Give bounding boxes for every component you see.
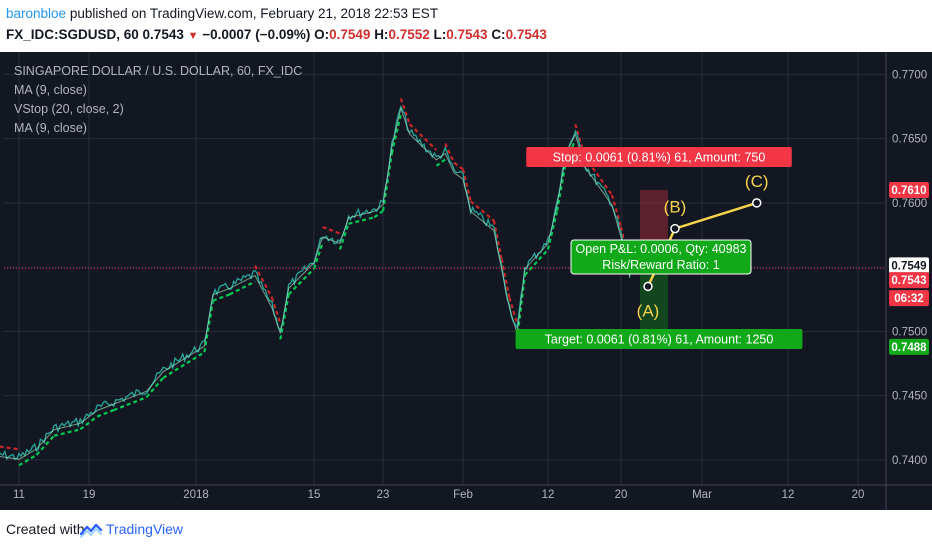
vstop-down-line: [0, 98, 632, 451]
chart-area[interactable]: (A) (B) (C) Stop: 0.0061 (0.81%) 61, Amount…: [0, 52, 932, 510]
target-label: Target: 0.0061 (0.81%) 61, Amount: 1250: [545, 333, 774, 347]
last-price: 0.7543: [142, 27, 184, 42]
down-arrow-icon: ▼: [187, 30, 199, 42]
risk-reward-label: Risk/Reward Ratio: 1: [602, 258, 719, 272]
y-tick-label: 0.7600: [892, 198, 927, 210]
x-tick-label: Mar: [692, 489, 712, 501]
symbol-line: FX_IDC:SGDUSD, 60 0.7543 ▼ −0.0007 (−0.0…: [6, 27, 547, 42]
current-price-badge: 0.7543: [891, 275, 926, 287]
created-with-label: Created with: [6, 521, 85, 537]
legend-item: SINGAPORE DOLLAR / U.S. DOLLAR, 60, FX_I…: [14, 64, 302, 78]
x-tick-label: 23: [377, 489, 390, 501]
ohlc-open-value: 0.7549: [329, 27, 371, 42]
ohlc-low-label: L:: [433, 27, 447, 42]
y-tick-label: 0.7400: [892, 455, 927, 467]
ohlc-close-label: C:: [491, 27, 506, 42]
pnl-label: Open P&L: 0.0006, Qty: 40983: [576, 242, 747, 256]
tradingview-brand[interactable]: TradingView: [106, 521, 184, 537]
wave-point: [670, 223, 680, 234]
target-label-box: [515, 329, 803, 349]
stop-price-badge-bg: [889, 182, 929, 199]
wave-label: (A): [637, 301, 660, 320]
price-chart[interactable]: (A) (B) (C) Stop: 0.0061 (0.81%) 61, Amount…: [0, 52, 932, 510]
countdown-badge-bg: [889, 290, 929, 307]
current-price-badge-bg: [889, 272, 929, 289]
chart-header: baronbloe published on TradingView.com, …: [0, 0, 932, 52]
x-tick-label: 11: [13, 489, 25, 501]
x-tick-label: 12: [542, 489, 555, 501]
price-line: [0, 105, 631, 461]
x-tick-label: 19: [83, 489, 96, 501]
x-tick-label: 12: [782, 489, 795, 501]
wave-label: (C): [745, 172, 769, 191]
ohlc-close-value: 0.7543: [505, 27, 547, 42]
legend-item: MA (9, close): [14, 121, 87, 135]
ohlc-high-value: 0.7552: [388, 27, 430, 42]
symbol-name: FX_IDC:SGDUSD, 60: [6, 27, 139, 42]
pnl-box: [570, 239, 752, 275]
x-tick-label: 15: [308, 489, 321, 501]
y-tick-label: 0.7450: [892, 391, 927, 403]
ma-line: [0, 106, 631, 460]
countdown-badge: 06:32: [894, 293, 923, 305]
stop-price-badge: 0.7610: [891, 185, 926, 197]
target-price-badge-bg: [889, 338, 929, 355]
y-tick-label: 0.7700: [892, 69, 927, 81]
ohlc-high-label: H:: [374, 27, 389, 42]
legend-item: VStop (20, close, 2): [14, 102, 124, 116]
ohlc-open-label: O:: [314, 27, 330, 42]
author-link[interactable]: baronbloe: [6, 6, 67, 21]
legend-item: MA (9, close): [14, 83, 87, 97]
price-change: −0.0007 (−0.09%): [202, 27, 311, 42]
x-tick-label: 2018: [183, 489, 209, 501]
stop-label: Stop: 0.0061 (0.81%) 61, Amount: 750: [553, 151, 766, 165]
footer: Created with TradingView: [0, 510, 932, 550]
last-price-badge: 0.7549: [891, 260, 926, 272]
y-tick-label: 0.7500: [892, 326, 927, 338]
wave-point: [751, 198, 762, 208]
ohlc-low-value: 0.7543: [446, 27, 488, 42]
target-price-badge: 0.7488: [891, 342, 927, 354]
tradingview-logo-icon: [80, 523, 102, 538]
wave-point: [643, 281, 653, 292]
publish-info: published on TradingView.com, February 2…: [69, 6, 439, 21]
x-tick-label: 20: [852, 489, 865, 501]
wave-label: (B): [664, 198, 687, 217]
x-tick-label: 20: [615, 489, 628, 501]
last-price-badge-bg: [889, 257, 929, 274]
y-tick-label: 0.7650: [892, 134, 927, 146]
x-tick-label: Feb: [453, 489, 473, 501]
stop-label-box: [526, 147, 792, 167]
publish-line: baronbloe published on TradingView.com, …: [6, 6, 438, 21]
vstop-up-line: [18, 114, 577, 467]
